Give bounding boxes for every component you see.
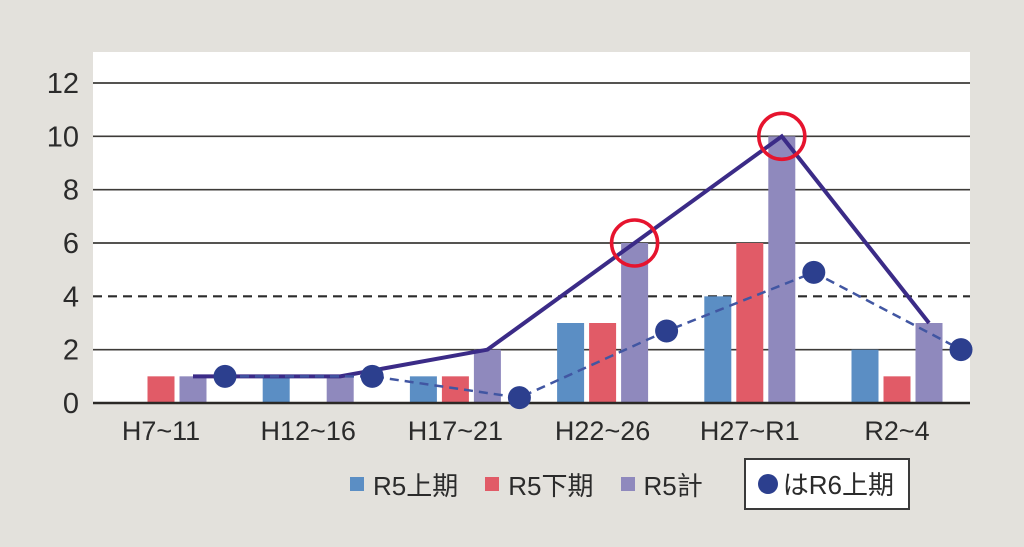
- bar-series1-cat5: [883, 376, 911, 403]
- legend: R5上期 R5下期 R5計 はR6上期: [350, 458, 910, 510]
- r6-data-dot-cat3: [655, 319, 679, 343]
- x-category-label: R2~4: [864, 416, 929, 446]
- legend-swatch-blue: [350, 477, 364, 491]
- bar-series0-cat3: [557, 323, 585, 403]
- legend-box-r6-first-half: はR6上期: [743, 458, 910, 510]
- y-tick-label: 0: [63, 388, 79, 420]
- x-category-label: H27~R1: [700, 416, 800, 446]
- legend-item-r5-first-half: R5上期: [350, 466, 458, 503]
- bar-series2-cat5: [915, 323, 943, 403]
- r6-data-dot-cat2: [507, 386, 531, 410]
- r6-data-dot-cat0: [213, 364, 237, 388]
- legend-label-r6-first-half: はR6上期: [782, 470, 894, 500]
- y-tick-label: 10: [47, 121, 79, 153]
- legend-item-r5-total: R5計: [620, 466, 703, 503]
- bar-series1-cat4: [736, 243, 764, 403]
- y-tick-label: 12: [47, 68, 79, 100]
- x-category-label: H7~11: [122, 416, 200, 446]
- x-category-label: H12~16: [261, 416, 356, 446]
- y-tick-label: 6: [63, 228, 79, 260]
- legend-swatch-red: [485, 477, 500, 491]
- r6-data-dot-cat5: [949, 338, 973, 362]
- highlight-circle-H27~R1: [756, 111, 807, 162]
- bar-series2-cat3: [621, 243, 649, 403]
- bar-series1-cat0: [147, 376, 175, 403]
- r6-dashed-line: [225, 270, 962, 399]
- bar-series0-cat4: [704, 296, 732, 403]
- r6-data-dot-cat1: [360, 364, 384, 388]
- x-category-label: H22~26: [555, 416, 650, 446]
- r6-data-dot-cat4: [802, 260, 826, 284]
- legend-label-r5-second-half: R5下期: [508, 470, 594, 501]
- legend-label-r5-total: R5計: [643, 470, 703, 501]
- x-category-label: H17~21: [408, 416, 503, 446]
- legend-item-r5-second-half: R5下期: [485, 466, 594, 503]
- highlight-circle-H22~26: [609, 218, 660, 268]
- filled-circle-icon: [757, 473, 778, 494]
- bar-series2-cat0: [179, 376, 207, 403]
- legend-label-r5-first-half: R5上期: [373, 470, 459, 501]
- y-tick-label: 4: [63, 281, 79, 313]
- bar-series0-cat5: [851, 349, 879, 403]
- bar-series2-cat1: [326, 376, 354, 403]
- plot-area: [93, 52, 970, 404]
- legend-swatch-purple: [620, 477, 635, 491]
- bar-series0-cat2: [409, 376, 437, 403]
- y-tick-label: 2: [63, 335, 79, 367]
- y-tick-label: 8: [63, 175, 79, 207]
- bar-series0-cat1: [262, 376, 290, 403]
- bar-series2-cat4: [768, 136, 796, 404]
